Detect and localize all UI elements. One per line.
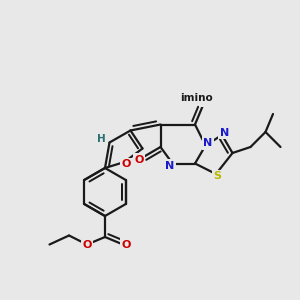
Text: O: O	[121, 159, 131, 170]
Text: O: O	[82, 239, 92, 250]
Text: S: S	[214, 171, 221, 182]
Text: N: N	[166, 161, 175, 171]
Text: H: H	[97, 134, 106, 145]
Text: O: O	[134, 155, 144, 165]
Text: H: H	[200, 95, 209, 105]
Text: O: O	[121, 239, 131, 250]
Text: N: N	[203, 138, 212, 148]
Text: N: N	[220, 128, 229, 138]
Text: imino: imino	[180, 93, 213, 103]
